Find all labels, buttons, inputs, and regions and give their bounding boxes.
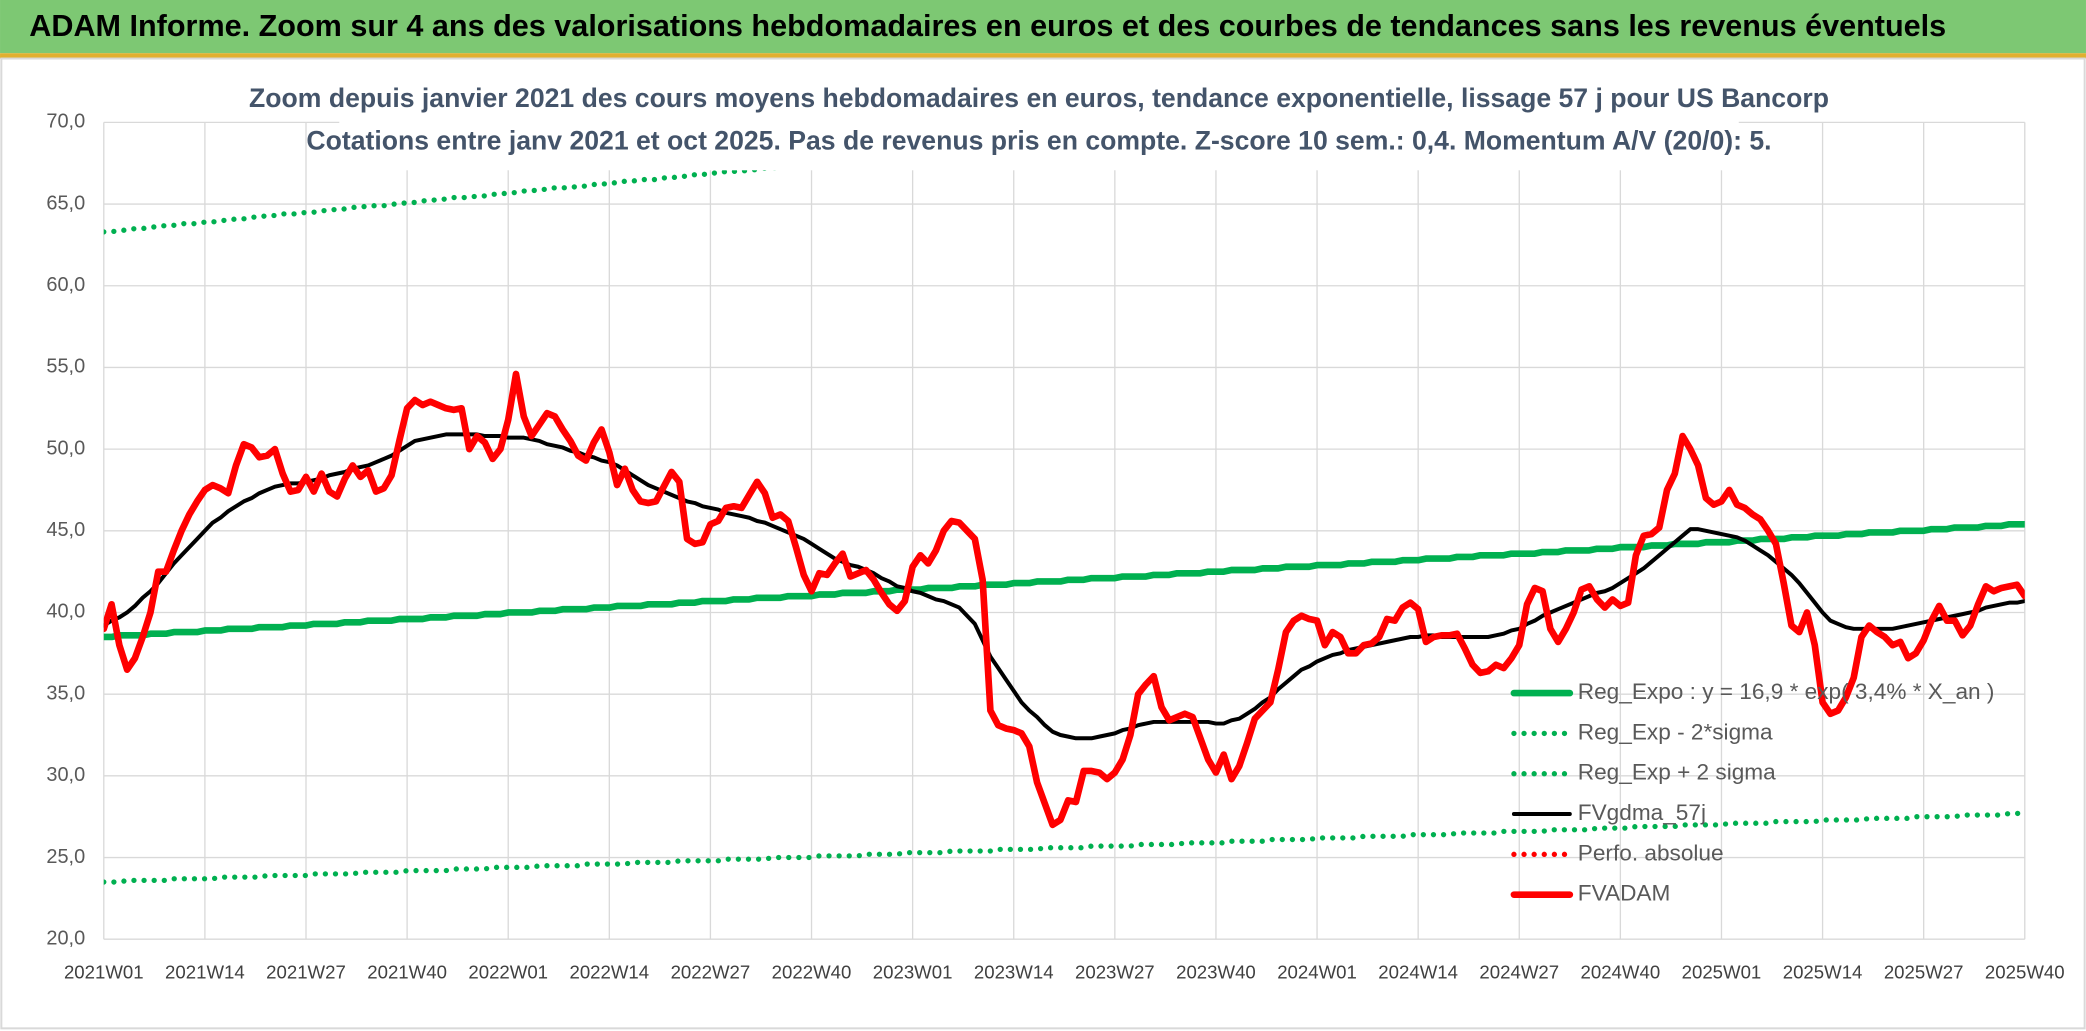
legend-label: Reg_Expo : y = 16,9 * exp( 3,4% * X_an ) [1578, 679, 1995, 704]
y-tick-label: 60,0 [46, 274, 85, 296]
x-tick-label: 2024W01 [1277, 962, 1357, 983]
series-line [103, 432, 2025, 741]
x-tick-label: 2025W01 [1682, 962, 1762, 983]
banner-title: ADAM Informe. Zoom sur 4 ans des valoris… [29, 9, 1946, 43]
x-tick-label: 2023W01 [873, 962, 953, 983]
y-tick-label: 30,0 [46, 764, 85, 786]
x-tick-label: 2025W40 [1985, 962, 2065, 983]
x-tick-label: 2025W27 [1884, 962, 1964, 983]
series-line [103, 370, 2025, 829]
x-tick-label: 2024W40 [1581, 962, 1661, 983]
y-tick-label: 35,0 [46, 682, 85, 704]
x-tick-label: 2021W40 [367, 962, 447, 983]
x-tick-label: 2021W27 [266, 962, 346, 983]
y-tick-label: 40,0 [46, 601, 85, 623]
x-tick-label: 2022W01 [468, 962, 548, 983]
title-box [339, 77, 1739, 171]
x-tick-label: 2025W14 [1783, 962, 1863, 983]
legend-label: FVADAM [1578, 881, 1671, 906]
x-tick-label: 2023W27 [1075, 962, 1155, 983]
legend: Reg_Expo : y = 16,9 * exp( 3,4% * X_an )… [1510, 679, 1995, 906]
y-tick-label: 65,0 [46, 192, 85, 214]
chart-subtitle: Cotations entre janv 2021 et oct 2025. P… [306, 125, 1771, 155]
banner-edge [0, 53, 2086, 59]
x-tick-label: 2021W14 [165, 962, 245, 983]
banner [0, 0, 2086, 54]
y-tick-label: 25,0 [46, 846, 85, 868]
x-tick-label: 2024W14 [1378, 962, 1458, 983]
x-tick-label: 2022W40 [772, 962, 852, 983]
series-line [103, 520, 2025, 641]
x-tick-label: 2022W27 [671, 962, 751, 983]
legend-label: Reg_Exp - 2*sigma [1578, 719, 1773, 744]
y-tick-label: 55,0 [46, 356, 85, 378]
chart-title: Zoom depuis janvier 2021 des cours moyen… [249, 83, 1829, 113]
axes: 20,0 25,0 30,0 35,0 40,0 45,0 50,0 55,0 60,0 65,0… [46, 111, 2064, 983]
legend-label: FVgdma_57j [1578, 800, 1706, 825]
legend-label: Reg_Exp + 2 sigma [1578, 760, 1776, 785]
x-tick-label: 2023W40 [1176, 962, 1256, 983]
x-tick-label: 2024W27 [1479, 962, 1559, 983]
series-line [103, 810, 2025, 885]
x-tick-label: 2021W01 [64, 962, 144, 983]
chart-frame [0, 57, 2086, 1030]
y-tick-label: 70,0 [46, 111, 85, 133]
legend-label: Perfo. absolue [1578, 840, 1724, 865]
y-tick-label: 20,0 [46, 927, 85, 949]
y-tick-label: 50,0 [46, 437, 85, 459]
y-tick-label: 45,0 [46, 519, 85, 541]
x-tick-label: 2022W14 [569, 962, 649, 983]
x-tick-label: 2023W14 [974, 962, 1054, 983]
